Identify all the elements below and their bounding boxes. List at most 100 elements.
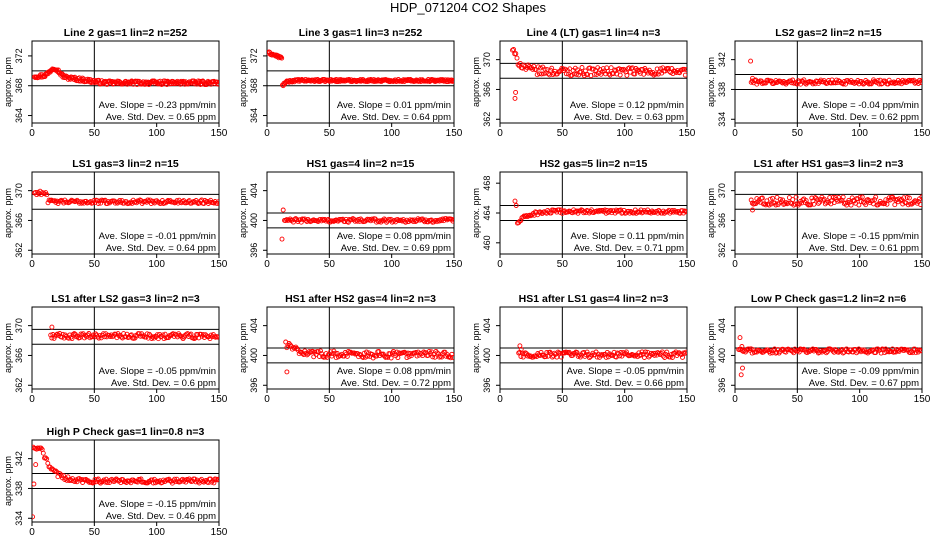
data-point [848, 202, 854, 208]
data-points [516, 343, 687, 361]
data-point [40, 450, 46, 456]
data-point [885, 197, 891, 203]
y-axis-label: approx. ppm [471, 57, 481, 107]
data-point [793, 194, 799, 200]
data-point [620, 210, 626, 216]
chart-panel: High P Check gas=1 lin=0.8 n=3 0 50 100 150 3… [3, 426, 228, 538]
data-point [918, 202, 922, 208]
data-point [759, 195, 765, 201]
x-tick-label: 50 [324, 128, 336, 139]
data-point [209, 479, 215, 485]
data-point [651, 72, 657, 78]
data-point [284, 345, 290, 351]
data-point [324, 354, 330, 360]
data-point [772, 346, 778, 352]
std-dev-annotation: Ave. Std. Dev. = 0.72 ppm [341, 378, 451, 389]
x-tick-label: 150 [446, 259, 463, 270]
data-point [388, 355, 394, 361]
y-axis-label: approx. ppm [3, 188, 13, 238]
data-point [901, 79, 907, 85]
x-tick-label: 50 [792, 259, 804, 270]
y-tick-label: 368 [249, 78, 259, 93]
data-point [886, 195, 892, 201]
data-point [69, 336, 75, 342]
data-point [304, 352, 310, 358]
y-tick-label: 334 [717, 112, 727, 127]
y-tick-label: 396 [482, 378, 492, 393]
data-point [93, 331, 99, 337]
data-point [450, 354, 454, 360]
x-tick-label: 150 [914, 259, 931, 270]
data-point [450, 218, 454, 224]
data-point [684, 209, 687, 215]
data-point [851, 80, 857, 86]
data-point [763, 348, 769, 354]
x-tick-label: 100 [148, 394, 165, 405]
data-point [71, 331, 77, 337]
data-point [284, 217, 290, 223]
data-point [79, 332, 85, 338]
data-point [80, 199, 86, 205]
data-point [95, 201, 101, 206]
data-point [571, 71, 577, 77]
data-point [550, 72, 556, 78]
x-tick-label: 100 [383, 128, 400, 139]
data-point [783, 200, 789, 206]
data-point [748, 197, 754, 203]
data-point [823, 350, 829, 356]
data-point [770, 195, 775, 201]
data-point [876, 201, 882, 207]
data-point [310, 348, 316, 354]
y-tick-label: 364 [249, 108, 259, 123]
data-point [844, 346, 849, 352]
data-point [364, 349, 369, 355]
y-axis-label: approx. ppm [706, 188, 716, 238]
data-point [790, 197, 796, 203]
std-dev-annotation: Ave. Std. Dev. = 0.65 ppm [106, 112, 216, 123]
data-point [539, 71, 545, 77]
x-tick-label: 0 [264, 394, 270, 405]
slope-annotation: Ave. Slope = -0.05 ppm/min [567, 366, 684, 377]
data-point [374, 353, 380, 359]
data-points [267, 49, 454, 89]
y-tick-label: 372 [249, 48, 259, 63]
data-point [118, 334, 124, 340]
x-tick-label: 150 [446, 128, 463, 139]
x-tick-label: 0 [29, 394, 35, 405]
x-tick-label: 50 [89, 259, 101, 270]
data-point [436, 354, 442, 360]
data-point [844, 202, 850, 208]
data-point [407, 350, 413, 356]
data-point [639, 349, 645, 355]
y-tick-label: 400 [717, 348, 727, 363]
chart-title: High P Check gas=1 lin=0.8 n=3 [47, 426, 205, 438]
data-point [154, 478, 160, 484]
data-points [748, 58, 922, 87]
data-point [150, 334, 156, 340]
data-point [818, 348, 824, 354]
y-tick-label: 368 [14, 78, 24, 93]
data-point [565, 209, 571, 215]
data-point [430, 354, 436, 360]
x-tick-label: 100 [851, 259, 868, 270]
data-point [94, 198, 100, 204]
data-point [809, 195, 815, 201]
data-point [312, 349, 318, 355]
data-point [402, 218, 407, 224]
data-point [302, 348, 308, 354]
data-point [759, 81, 765, 87]
data-point [817, 79, 823, 84]
y-tick-label: 468 [482, 176, 492, 191]
y-axis-label: approx. ppm [3, 57, 13, 107]
x-tick-label: 50 [792, 394, 804, 405]
data-point [541, 71, 547, 77]
data-point [286, 217, 292, 223]
slope-annotation: Ave. Slope = -0.01 ppm/min [99, 231, 216, 242]
data-points [32, 188, 219, 207]
data-point [825, 80, 830, 86]
data-point [659, 349, 665, 355]
std-dev-annotation: Ave. Std. Dev. = 0.66 ppm [574, 378, 684, 389]
data-point [632, 353, 638, 359]
data-point [377, 218, 383, 224]
data-point [632, 71, 638, 77]
